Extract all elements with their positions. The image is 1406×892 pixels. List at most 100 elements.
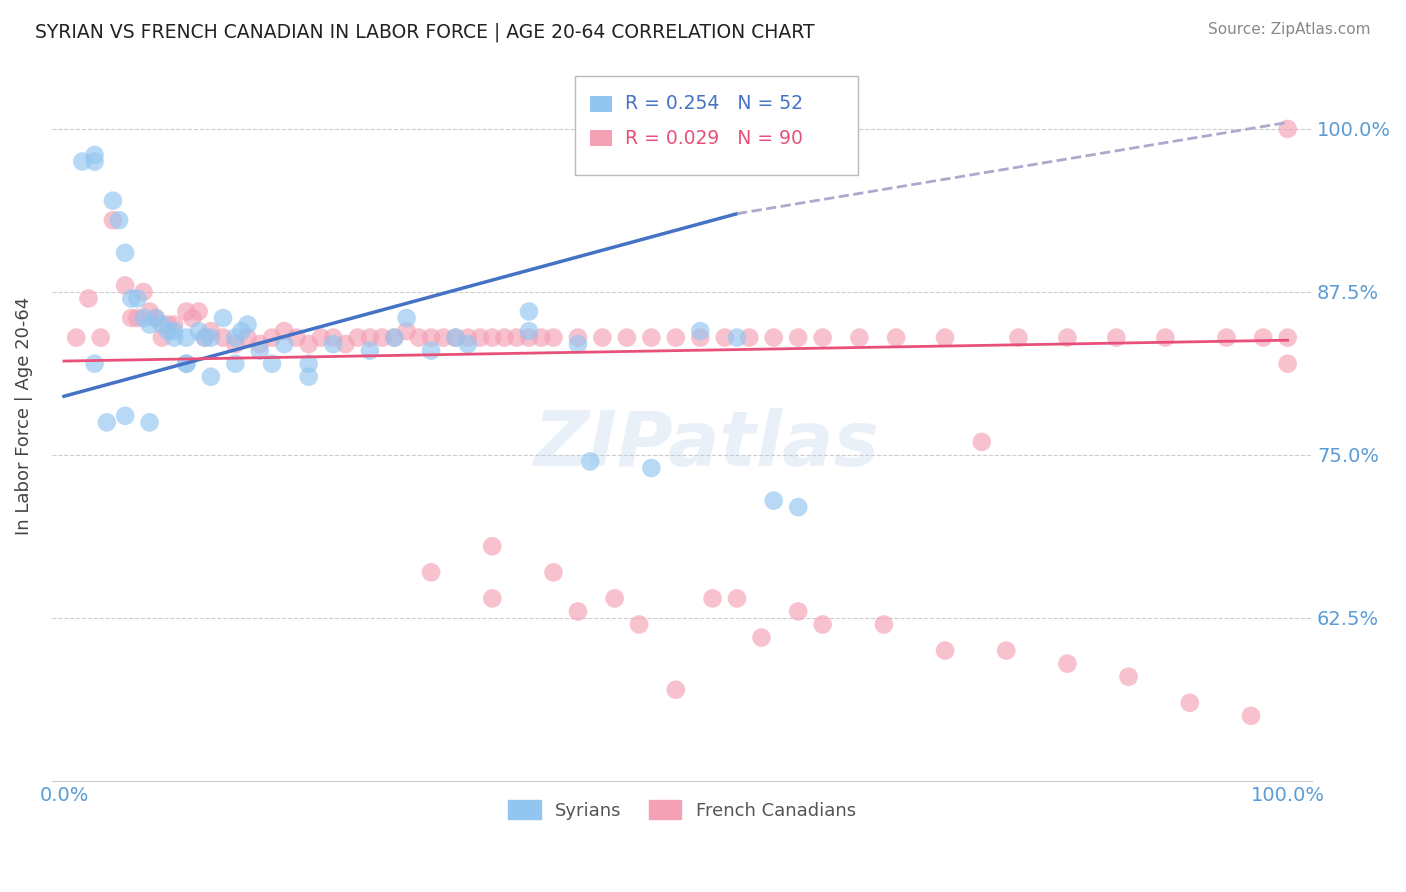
Point bbox=[298, 369, 321, 384]
Point bbox=[579, 454, 602, 468]
Point bbox=[108, 213, 131, 227]
Point bbox=[200, 369, 222, 384]
Text: SYRIAN VS FRENCH CANADIAN IN LABOR FORCE | AGE 20-64 CORRELATION CHART: SYRIAN VS FRENCH CANADIAN IN LABOR FORCE… bbox=[35, 22, 814, 42]
Text: ZIPatlas: ZIPatlas bbox=[534, 408, 880, 482]
Point bbox=[138, 304, 160, 318]
Point bbox=[231, 324, 253, 338]
Point bbox=[1105, 330, 1128, 344]
Point bbox=[738, 330, 761, 344]
FancyBboxPatch shape bbox=[575, 76, 859, 175]
Point bbox=[457, 337, 479, 351]
Point bbox=[762, 330, 785, 344]
Point bbox=[132, 285, 155, 299]
Point bbox=[481, 591, 503, 606]
Point bbox=[1240, 708, 1263, 723]
Point bbox=[114, 278, 136, 293]
Point bbox=[260, 357, 283, 371]
Text: R = 0.029   N = 90: R = 0.029 N = 90 bbox=[624, 128, 803, 148]
Point bbox=[83, 357, 105, 371]
Point bbox=[187, 324, 209, 338]
Point bbox=[187, 304, 209, 318]
Bar bbox=[591, 130, 612, 146]
Point bbox=[145, 311, 167, 326]
Point bbox=[298, 357, 321, 371]
Point bbox=[200, 324, 222, 338]
Point bbox=[249, 337, 271, 351]
Point bbox=[934, 643, 956, 657]
Point bbox=[83, 154, 105, 169]
Point bbox=[194, 330, 217, 344]
Point bbox=[591, 330, 613, 344]
Point bbox=[689, 330, 711, 344]
Point bbox=[1007, 330, 1029, 344]
Y-axis label: In Labor Force | Age 20-64: In Labor Force | Age 20-64 bbox=[15, 297, 32, 535]
Point bbox=[72, 154, 94, 169]
Point bbox=[176, 357, 198, 371]
Point bbox=[494, 330, 516, 344]
Point bbox=[163, 330, 186, 344]
Point bbox=[236, 318, 259, 332]
Point bbox=[163, 324, 186, 338]
Point bbox=[567, 337, 589, 351]
Point bbox=[420, 330, 443, 344]
Point bbox=[970, 434, 993, 449]
Point bbox=[628, 617, 651, 632]
Point bbox=[762, 493, 785, 508]
Point bbox=[725, 591, 748, 606]
Point bbox=[1277, 357, 1299, 371]
Point bbox=[702, 591, 724, 606]
Point bbox=[176, 304, 198, 318]
Point bbox=[101, 194, 124, 208]
Point bbox=[444, 330, 467, 344]
Point bbox=[640, 461, 662, 475]
Point bbox=[77, 292, 100, 306]
Point bbox=[371, 330, 394, 344]
Point bbox=[96, 415, 118, 429]
Point bbox=[346, 330, 368, 344]
Point bbox=[420, 566, 443, 580]
Point bbox=[83, 148, 105, 162]
Point bbox=[787, 500, 810, 515]
Point bbox=[212, 311, 235, 326]
Point bbox=[1154, 330, 1177, 344]
Point bbox=[120, 292, 142, 306]
Point bbox=[181, 311, 204, 326]
Point bbox=[150, 330, 173, 344]
Legend: Syrians, French Canadians: Syrians, French Canadians bbox=[501, 793, 863, 827]
Point bbox=[212, 330, 235, 344]
Point bbox=[468, 330, 491, 344]
Point bbox=[163, 318, 186, 332]
Point bbox=[1178, 696, 1201, 710]
Point bbox=[395, 311, 418, 326]
Point bbox=[530, 330, 553, 344]
Point bbox=[432, 330, 454, 344]
Point bbox=[567, 330, 589, 344]
Point bbox=[65, 330, 87, 344]
Point bbox=[811, 330, 834, 344]
Point bbox=[481, 330, 503, 344]
Point bbox=[120, 311, 142, 326]
Point bbox=[138, 318, 160, 332]
Point bbox=[934, 330, 956, 344]
Point bbox=[249, 343, 271, 358]
Point bbox=[273, 324, 295, 338]
Point bbox=[156, 318, 179, 332]
Point bbox=[224, 330, 246, 344]
Point bbox=[224, 357, 246, 371]
Point bbox=[382, 330, 405, 344]
Point bbox=[114, 409, 136, 423]
Point bbox=[176, 330, 198, 344]
Point bbox=[457, 330, 479, 344]
Point bbox=[132, 311, 155, 326]
Point bbox=[150, 318, 173, 332]
Point bbox=[517, 324, 540, 338]
Point bbox=[1251, 330, 1274, 344]
Point bbox=[787, 330, 810, 344]
Point bbox=[543, 330, 565, 344]
Point bbox=[382, 330, 405, 344]
Point bbox=[517, 330, 540, 344]
Point bbox=[873, 617, 896, 632]
Point bbox=[127, 311, 149, 326]
Point bbox=[359, 330, 381, 344]
Point bbox=[640, 330, 662, 344]
